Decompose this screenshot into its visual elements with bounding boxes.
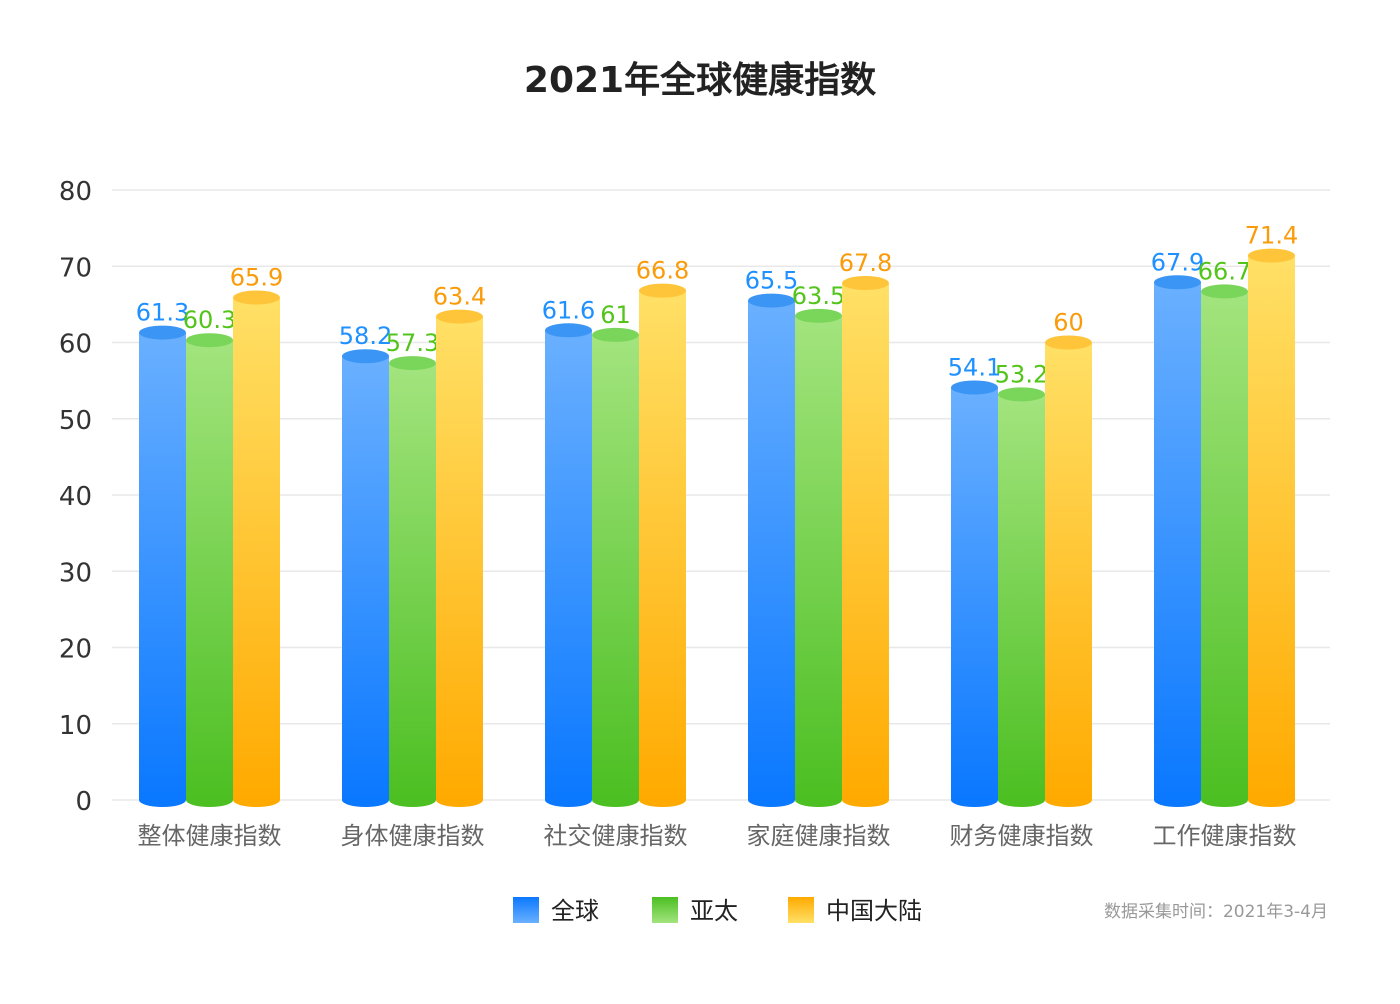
bar-cap	[233, 290, 280, 305]
data-label: 58.2	[339, 322, 392, 350]
bar-cap	[1154, 275, 1201, 290]
bar: 61.3	[136, 299, 189, 807]
bar-body	[545, 330, 592, 800]
bar-cap	[389, 356, 436, 371]
y-tick-label: 30	[59, 558, 92, 588]
bar-body	[842, 283, 889, 800]
bar-body	[1248, 255, 1295, 800]
data-label: 65.5	[745, 267, 798, 295]
bar-body	[139, 332, 186, 800]
bar: 54.1	[948, 353, 1001, 807]
data-label: 57.3	[386, 329, 439, 357]
y-tick-label: 10	[59, 711, 92, 741]
x-tick-label: 家庭健康指数	[747, 822, 891, 850]
bar-cap	[436, 309, 483, 324]
bar-cap	[186, 333, 233, 348]
bar-cap	[795, 308, 842, 323]
y-tick-label: 80	[59, 177, 92, 207]
data-label: 53.2	[995, 360, 1048, 388]
bar: 63.4	[433, 283, 486, 807]
legend-item: 全球	[513, 897, 599, 925]
bar: 67.8	[839, 249, 892, 807]
bar-body	[1045, 342, 1092, 800]
bar-body	[1154, 282, 1201, 800]
bar-body	[1201, 291, 1248, 800]
bar-body	[951, 387, 998, 800]
data-label: 60	[1053, 309, 1084, 337]
data-label: 63.4	[433, 283, 486, 311]
bar: 61	[592, 301, 639, 807]
bar: 63.5	[792, 282, 845, 807]
bar: 66.8	[636, 257, 689, 807]
bar-body	[389, 363, 436, 800]
bar-cap	[842, 276, 889, 291]
chart-title: 2021年全球健康指数	[524, 59, 876, 101]
bar: 60	[1045, 309, 1092, 807]
data-label: 61.3	[136, 299, 189, 327]
data-label: 63.5	[792, 282, 845, 310]
bar-cap	[342, 349, 389, 364]
data-label: 67.9	[1151, 248, 1204, 276]
data-label: 71.4	[1245, 222, 1298, 250]
x-tick-label: 身体健康指数	[341, 822, 485, 850]
legend-swatch	[513, 897, 539, 923]
bar-body	[592, 334, 639, 800]
x-tick-label: 财务健康指数	[950, 822, 1094, 850]
bar-cap	[1248, 248, 1295, 263]
data-label: 66.7	[1198, 257, 1251, 285]
bar: 65.9	[230, 264, 283, 807]
x-tick-label: 社交健康指数	[544, 822, 688, 850]
bar-cap	[592, 327, 639, 342]
bar: 60.3	[183, 306, 236, 807]
bar: 58.2	[339, 322, 392, 807]
data-label: 60.3	[183, 306, 236, 334]
bar-body	[795, 315, 842, 800]
bar-cap	[748, 293, 795, 308]
bar: 57.3	[386, 329, 439, 807]
x-tick-label: 整体健康指数	[138, 822, 282, 850]
data-label: 61.6	[542, 296, 595, 324]
legend-swatch	[788, 897, 814, 923]
bar: 71.4	[1245, 222, 1298, 807]
data-label: 54.1	[948, 353, 1001, 381]
bar: 67.9	[1151, 248, 1204, 807]
bar-body	[998, 394, 1045, 800]
bar-cap	[639, 283, 686, 298]
data-label: 67.8	[839, 249, 892, 277]
legend-label: 全球	[551, 897, 599, 925]
data-label: 65.9	[230, 264, 283, 292]
y-tick-label: 50	[59, 406, 92, 436]
bar-body	[436, 316, 483, 800]
data-label: 66.8	[636, 257, 689, 285]
bar-body	[639, 290, 686, 800]
legend-swatch	[652, 897, 678, 923]
legend-item: 亚太	[652, 897, 738, 925]
bar-cap	[1201, 284, 1248, 299]
bar-body	[233, 297, 280, 800]
bar-cap	[998, 387, 1045, 402]
bar-cap	[139, 325, 186, 340]
y-tick-label: 20	[59, 635, 92, 665]
footnote: 数据采集时间：2021年3-4月	[1104, 902, 1328, 922]
bar-body	[748, 300, 795, 800]
y-tick-label: 0	[75, 787, 92, 817]
y-tick-label: 40	[59, 482, 92, 512]
data-label: 61	[600, 301, 631, 329]
legend-label: 亚太	[690, 897, 738, 925]
bar-cap	[951, 380, 998, 395]
legend-label: 中国大陆	[826, 897, 922, 925]
legend-item: 中国大陆	[788, 897, 922, 925]
bar: 65.5	[745, 267, 798, 807]
y-tick-label: 60	[59, 330, 92, 360]
x-tick-label: 工作健康指数	[1153, 822, 1297, 850]
y-tick-label: 70	[59, 253, 92, 283]
bar-cap	[1045, 335, 1092, 350]
bar: 61.6	[542, 296, 595, 807]
bar: 53.2	[995, 360, 1048, 807]
bar-body	[342, 356, 389, 800]
bar: 66.7	[1198, 257, 1251, 807]
bar-body	[186, 340, 233, 800]
bar-cap	[545, 323, 592, 338]
